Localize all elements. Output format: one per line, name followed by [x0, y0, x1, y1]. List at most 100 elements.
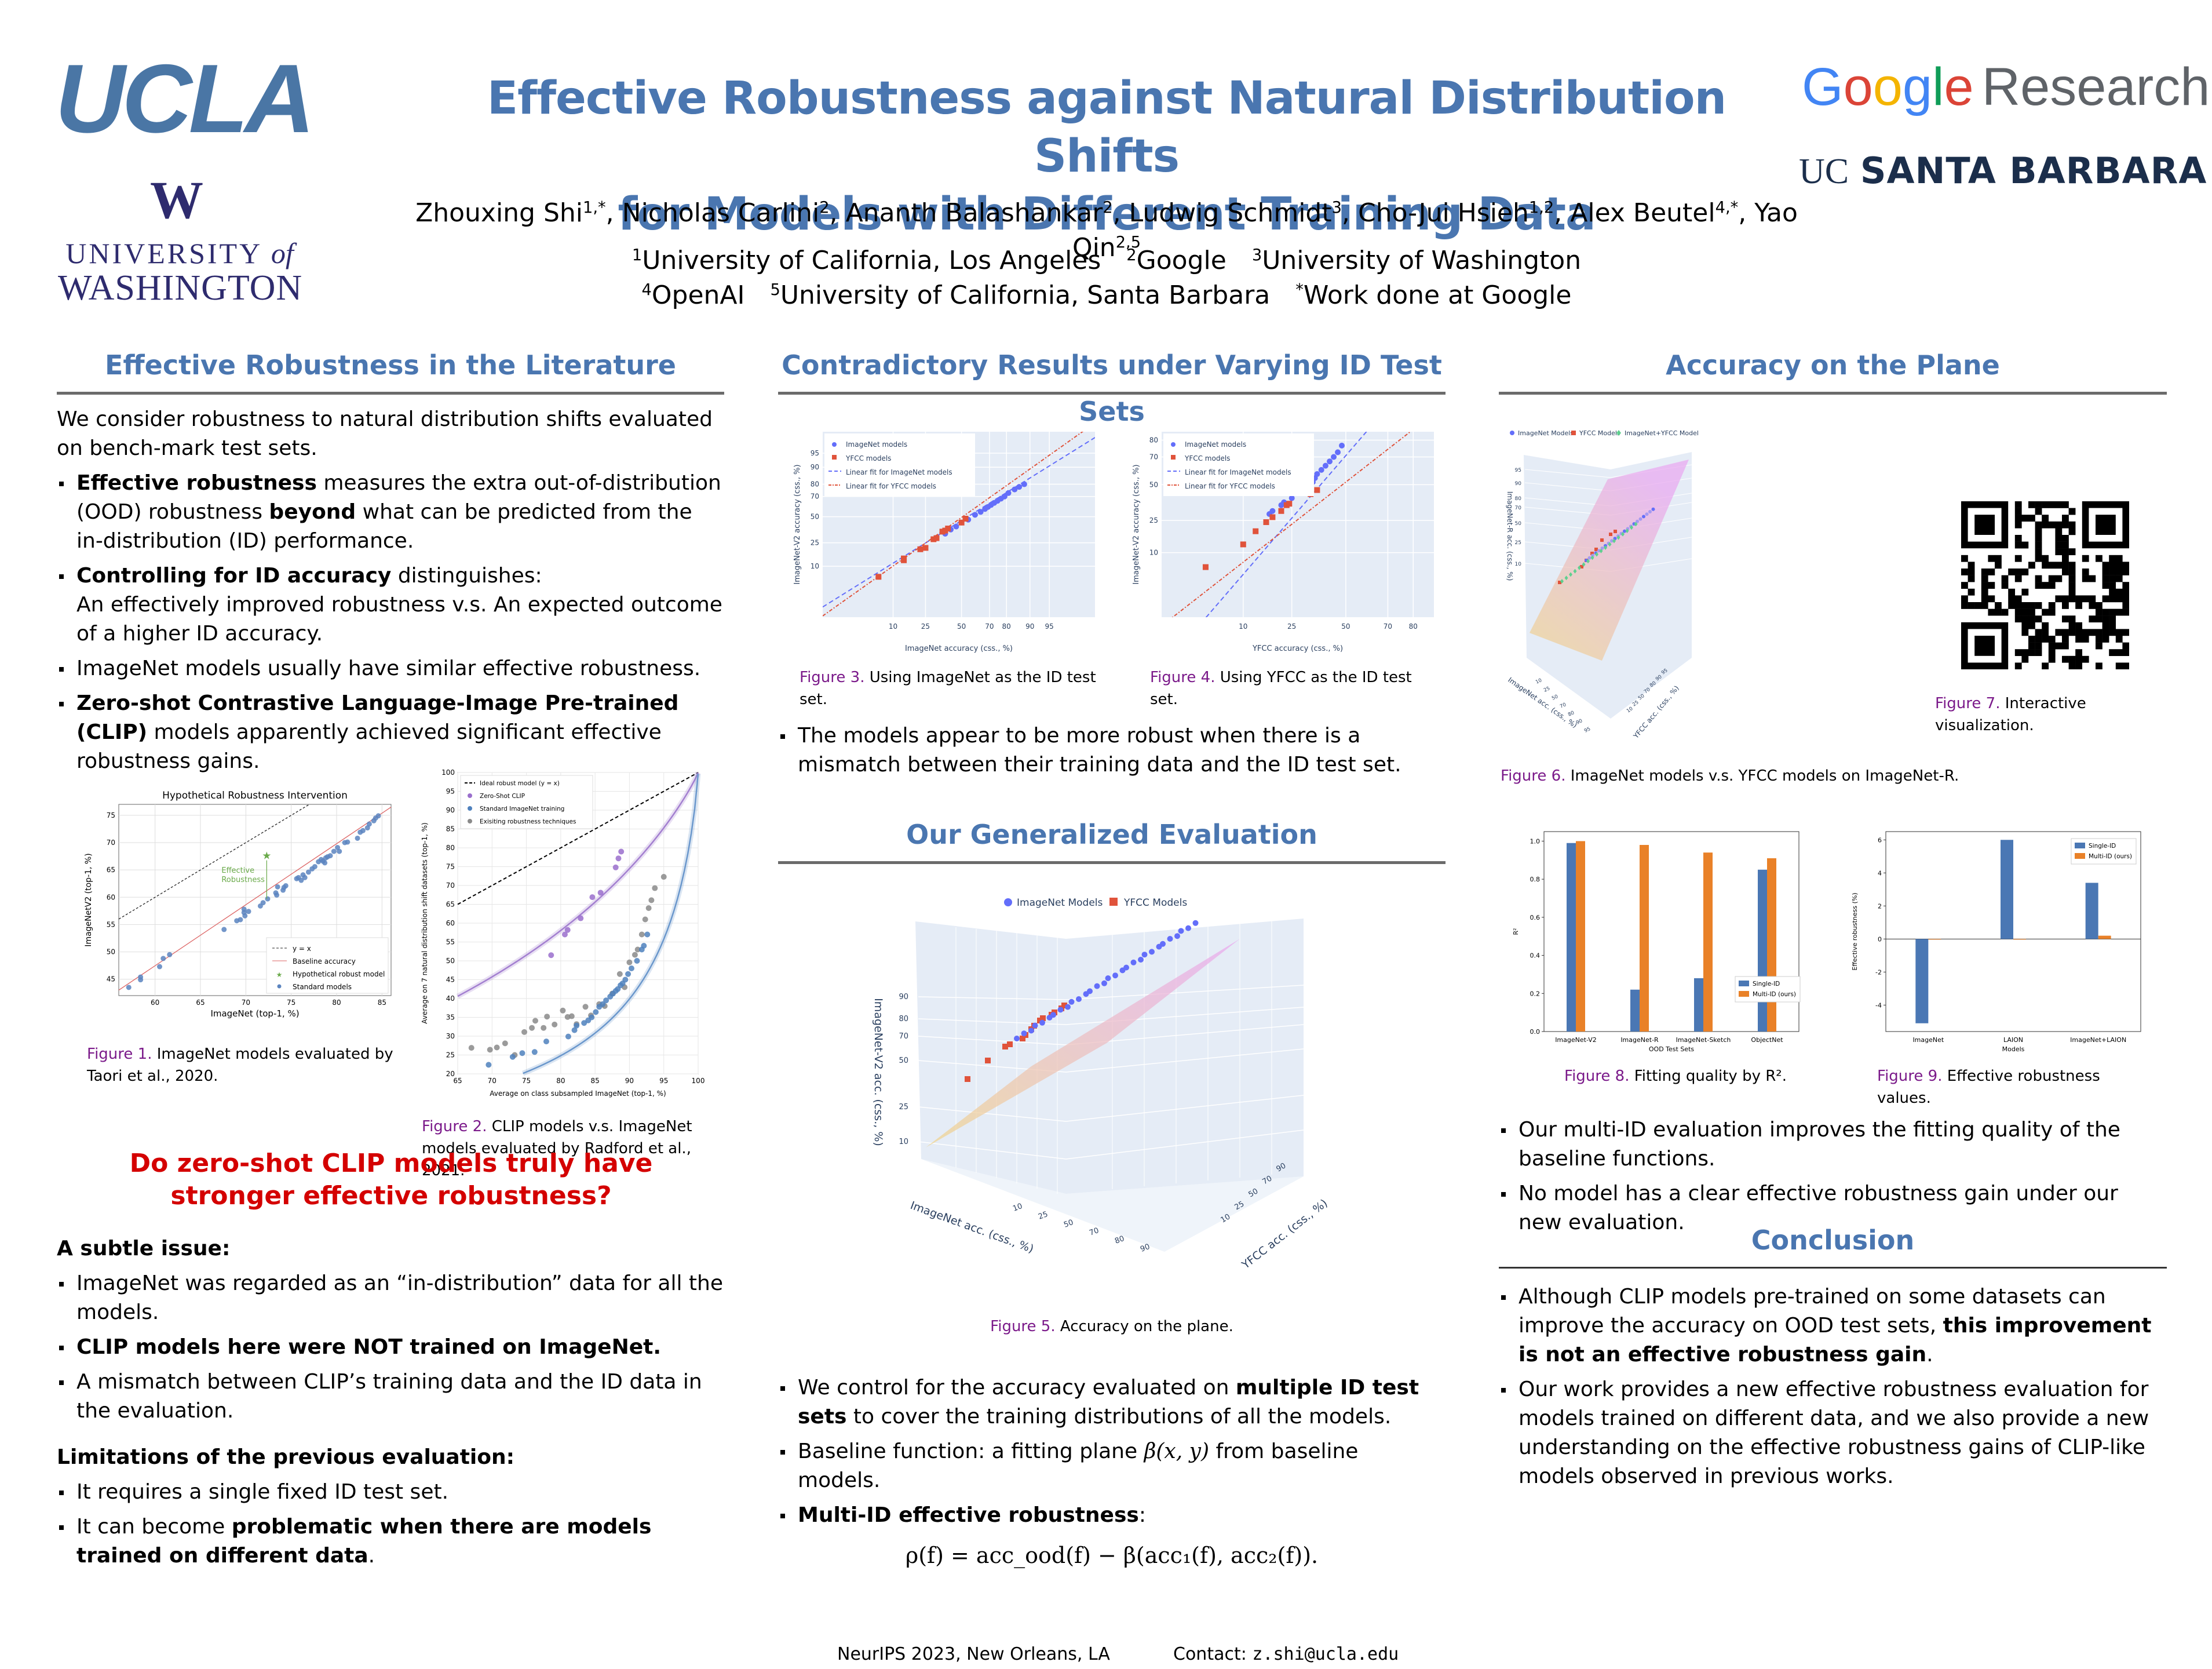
- legend-swatch: ★: [276, 971, 283, 979]
- qr-module: [1981, 569, 1988, 575]
- fitting-plane: [1530, 460, 1689, 661]
- y-tick-label: 35: [446, 1014, 455, 1022]
- x-tick-label: 50: [1341, 622, 1350, 631]
- imagenet-point: [1642, 515, 1645, 519]
- legend-label: Linear fit for YFCC models: [1185, 482, 1275, 490]
- affiliation-name: University of Washington: [1262, 246, 1582, 275]
- ucsb-uc-text: UC: [1799, 152, 1849, 191]
- uw-logo-mark: W: [150, 170, 203, 229]
- yfcc-point: [945, 526, 951, 532]
- qr-module: [2109, 575, 2116, 582]
- qr-module: [2096, 662, 2103, 669]
- legend-label: Ideal robust model (y = x): [480, 780, 560, 787]
- x-axis-label: ImageNet (top-1, %): [210, 1008, 299, 1019]
- legend-swatch: [468, 806, 472, 811]
- y-tick-label: 95: [446, 788, 455, 796]
- y-tick-label: 40: [446, 994, 455, 1003]
- qr-module: [2102, 582, 2109, 589]
- bullet-item: Zero-shot Contrastive Language-Image Pre…: [57, 689, 724, 776]
- y-tick-label: 0.6: [1530, 914, 1541, 921]
- figure-label: Figure 1.: [87, 1045, 152, 1063]
- y-axis-label: ImageNetV2 (top-1, %): [84, 853, 93, 946]
- qr-module: [2122, 595, 2129, 603]
- imagenet-point: [1123, 964, 1129, 971]
- author-affiliation-mark: 1,2: [1528, 199, 1554, 217]
- qr-module: [2021, 615, 2029, 623]
- qr-module: [2062, 655, 2069, 663]
- qr-module: [2075, 655, 2083, 663]
- qr-module: [2055, 629, 2063, 636]
- qr-module: [2115, 562, 2123, 569]
- figure-2-chart: 65 70 75 80 85 90 95 100 20 25 30 35 40 45 50 55 60 65 70 7…: [421, 768, 705, 1098]
- y-tick-label: -2: [1875, 968, 1882, 976]
- bullet-text: measures the extra out-of-distribution (…: [76, 471, 721, 524]
- figure-label: Figure 2.: [422, 1118, 487, 1135]
- subtle-issue-bullets: ImageNet was regarded as an “in-distribu…: [57, 1269, 724, 1426]
- data-point: [578, 915, 584, 921]
- section-heading-conclusion: Conclusion: [1751, 1225, 1915, 1256]
- z-tick-label: 80: [899, 1015, 908, 1023]
- data-point: [260, 900, 266, 906]
- qr-module: [2102, 622, 2109, 629]
- affiliation-mark: 1: [632, 246, 643, 264]
- data-point: [486, 1062, 492, 1068]
- author-affiliation-mark: 2,5: [1115, 234, 1141, 252]
- data-point: [568, 1013, 575, 1019]
- qr-module: [2096, 629, 2103, 636]
- z-axis-label: ImageNet-V2 acc. (css., %): [872, 998, 885, 1146]
- qr-module: [2042, 622, 2049, 629]
- legend-label: ImageNet Models: [1017, 897, 1103, 909]
- bullet-bold: problematic when there are models traine…: [76, 1515, 652, 1568]
- imagenet-point: [977, 509, 984, 515]
- subtle-issue-section: A subtle issue: ImageNet was regarded as…: [57, 1234, 724, 1570]
- imagenet-point: [1185, 925, 1191, 931]
- google-research-text: Research: [1981, 57, 2210, 116]
- section-divider: [57, 392, 724, 395]
- qr-module: [2122, 602, 2129, 609]
- yfcc-point: [1240, 541, 1246, 548]
- qr-code-icon[interactable]: [1961, 501, 2129, 669]
- bullet-item: It can become problematic when there are…: [57, 1513, 724, 1570]
- z-tick-label: 25: [899, 1103, 908, 1112]
- qr-module: [2115, 636, 2123, 643]
- qr-module: [2014, 662, 2022, 669]
- qr-module: [2109, 595, 2116, 603]
- qr-module: [2102, 629, 2109, 636]
- data-point: [305, 869, 311, 875]
- qr-module: [2102, 575, 2109, 582]
- qr-module: [2068, 655, 2076, 663]
- x-tick-label: 70: [1384, 622, 1392, 631]
- data-point: [337, 848, 342, 854]
- contact-email-link[interactable]: z.shi@ucla.edu: [1252, 1644, 1399, 1664]
- legend-swatch: [1171, 455, 1176, 460]
- legend-label: Exisiting robustness techniques: [480, 818, 576, 825]
- data-point: [644, 931, 651, 938]
- qr-module: [2068, 629, 2076, 636]
- qr-module: [2021, 569, 2029, 575]
- combined-point: [1560, 579, 1564, 584]
- imagenet-point: [1174, 933, 1180, 939]
- combined-point: [1578, 565, 1581, 570]
- author-name: Ananth Balashankar: [845, 198, 1103, 228]
- google-research-logo: Google Research: [1802, 58, 2210, 116]
- qr-module: [2021, 655, 2029, 663]
- qr-module: [2062, 602, 2069, 609]
- qr-finder: [1974, 636, 1995, 656]
- qr-module: [2115, 575, 2123, 582]
- imagenet-point: [1269, 508, 1276, 514]
- bullet-text: from baseline models.: [798, 1440, 1359, 1492]
- legend-box: [824, 433, 975, 496]
- qr-module: [1968, 575, 1975, 582]
- data-point: [238, 917, 243, 923]
- legend-label: Multi-ID (ours): [1753, 991, 1796, 998]
- x-tick-label: ImageNet: [1912, 1036, 1944, 1044]
- data-point: [564, 927, 571, 933]
- y-axis-label: YFCC acc. (css., %): [1239, 1197, 1330, 1271]
- y-tick-label: 0: [1878, 935, 1882, 943]
- y-tick-label: 2: [1878, 902, 1882, 910]
- affiliation-mark: 4: [641, 281, 652, 299]
- imagenet-point: [1016, 484, 1023, 490]
- legend-swatch: [1571, 431, 1576, 435]
- x-axis-label: OOD Test Sets: [1649, 1045, 1695, 1053]
- section-divider: [778, 392, 1446, 395]
